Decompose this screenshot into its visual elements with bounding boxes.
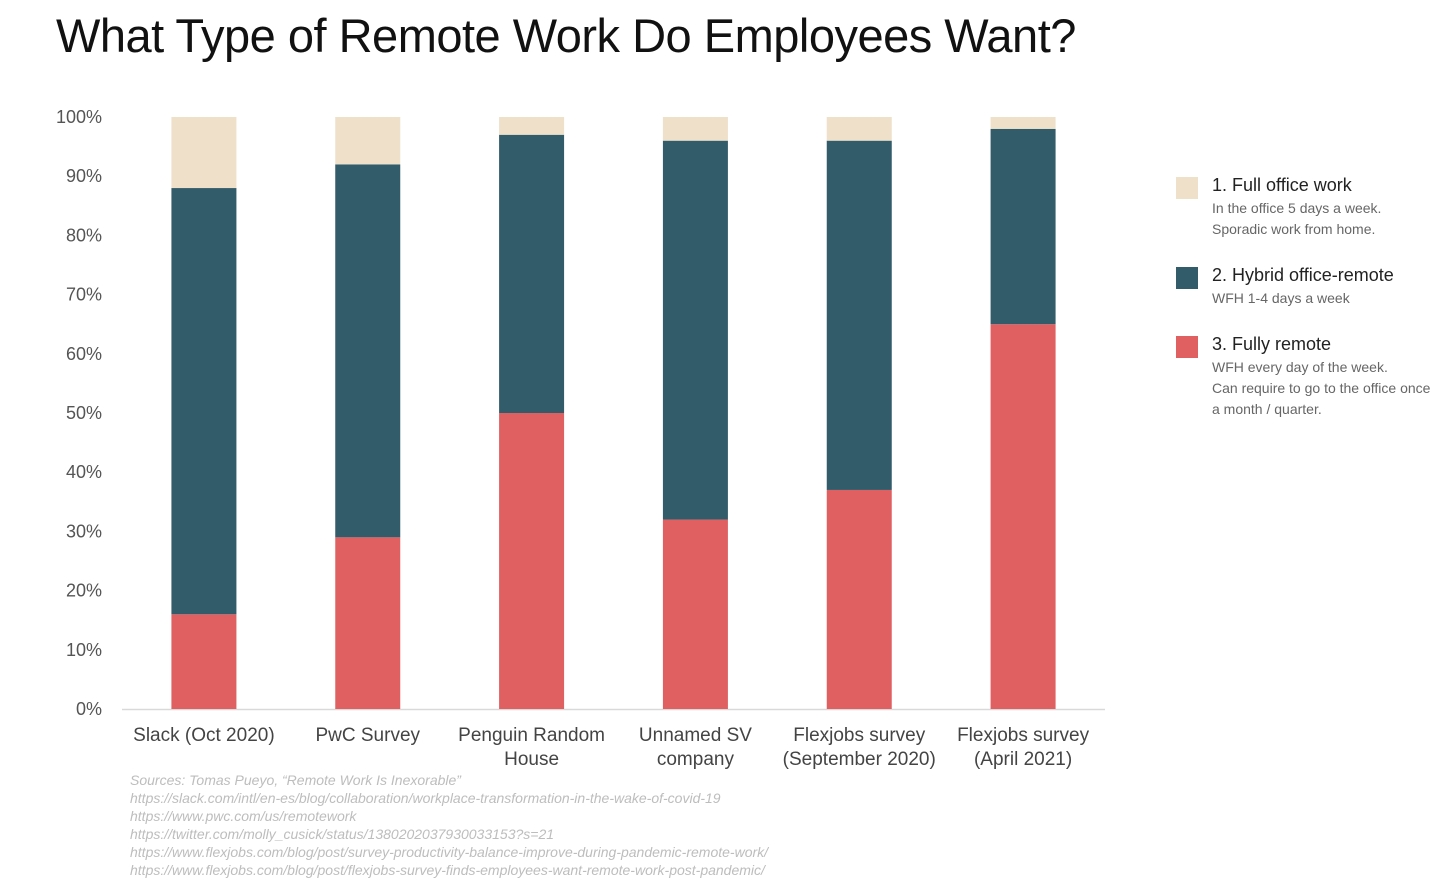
legend-item: 2. Hybrid office-remote WFH 1-4 days a we… <box>1176 264 1451 307</box>
bar-segment-fully-remote <box>662 519 728 709</box>
bar-segment-full-office-work <box>826 117 892 141</box>
y-tick-label: 90% <box>66 166 102 186</box>
x-tick-label: PwC Survey <box>315 725 420 746</box>
x-tick-label: Unnamed SV <box>639 725 752 746</box>
sources-heading: Sources: Tomas Pueyo, “Remote Work Is In… <box>130 772 461 788</box>
bar-segment-hybrid-office-remote <box>662 140 728 520</box>
bar-segment-full-office-work <box>662 117 728 141</box>
bar-segment-hybrid-office-remote <box>499 134 565 413</box>
bar-segment-hybrid-office-remote <box>826 140 892 490</box>
legend-item: 1. Full office work In the office 5 days … <box>1176 174 1451 238</box>
y-tick-label: 60% <box>66 344 102 364</box>
x-tick-label: House <box>504 749 559 770</box>
x-tick-label: Slack (Oct 2020) <box>133 725 275 746</box>
legend-swatch <box>1176 336 1198 358</box>
x-tick-label: (April 2021) <box>974 749 1072 770</box>
bar-segment-full-office-work <box>990 117 1056 129</box>
legend-swatch <box>1176 177 1198 199</box>
bar-segment-hybrid-office-remote <box>171 188 237 615</box>
y-tick-label: 30% <box>66 521 102 541</box>
legend: 1. Full office work In the office 5 days … <box>1176 174 1451 418</box>
bar-segment-fully-remote <box>499 413 565 709</box>
legend-description: In the office 5 days a week. <box>1212 200 1382 216</box>
source-link[interactable]: https://www.flexjobs.com/blog/post/flexj… <box>130 862 765 878</box>
legend-description: WFH 1-4 days a week <box>1212 290 1350 306</box>
y-tick-label: 20% <box>66 581 102 601</box>
chart-title: What Type of Remote Work Do Employees Wa… <box>56 9 1076 62</box>
y-tick-label: 10% <box>66 640 102 660</box>
y-tick-label: 70% <box>66 285 102 305</box>
bar-segment-full-office-work <box>499 117 565 135</box>
legend-description: Can require to go to the office once <box>1212 380 1431 396</box>
source-link[interactable]: https://twitter.com/molly_cusick/status/… <box>130 826 555 842</box>
y-tick-label: 50% <box>66 403 102 423</box>
source-link[interactable]: https://www.pwc.com/us/remotework <box>130 808 357 824</box>
legend-label: 2. Hybrid office-remote <box>1212 265 1394 285</box>
x-tick-label: (September 2020) <box>783 749 936 770</box>
sources-note: Sources: Tomas Pueyo, “Remote Work Is In… <box>130 771 768 879</box>
y-tick-label: 100% <box>56 107 102 127</box>
stacked-bar-chart: 0% 10% 20% 30% 40% 50% 60% 70% 80% 90% 100% Slack (… <box>56 107 1105 770</box>
bar-segment-full-office-work <box>335 117 401 165</box>
legend-item: 3. Fully remote WFH every day of the week… <box>1176 333 1451 418</box>
y-tick-label: 80% <box>66 225 102 245</box>
x-tick-label: company <box>657 749 735 770</box>
bar-segment-fully-remote <box>826 489 892 709</box>
legend-label: 3. Fully remote <box>1212 334 1332 354</box>
legend-description: WFH every day of the week. <box>1212 359 1388 375</box>
bar-segment-hybrid-office-remote <box>990 128 1056 325</box>
bar-segment-full-office-work <box>171 117 237 189</box>
bar-segment-fully-remote <box>335 537 401 709</box>
x-tick-label: Flexjobs survey <box>793 725 925 746</box>
bar-segment-fully-remote <box>990 324 1056 709</box>
x-tick-label: Penguin Random <box>458 725 605 746</box>
bar-segment-fully-remote <box>171 614 237 709</box>
source-link[interactable]: https://www.flexjobs.com/blog/post/surve… <box>130 844 769 860</box>
source-link[interactable]: https://slack.com/intl/en-es/blog/collab… <box>130 790 721 806</box>
legend-swatch <box>1176 267 1198 289</box>
bar-segment-hybrid-office-remote <box>335 164 401 538</box>
x-tick-label: Flexjobs survey <box>957 725 1089 746</box>
y-tick-label: 40% <box>66 462 102 482</box>
legend-description: a month / quarter. <box>1212 401 1322 417</box>
legend-description: Sporadic work from home. <box>1212 221 1376 237</box>
y-tick-label: 0% <box>76 699 102 719</box>
legend-label: 1. Full office work <box>1212 175 1352 195</box>
